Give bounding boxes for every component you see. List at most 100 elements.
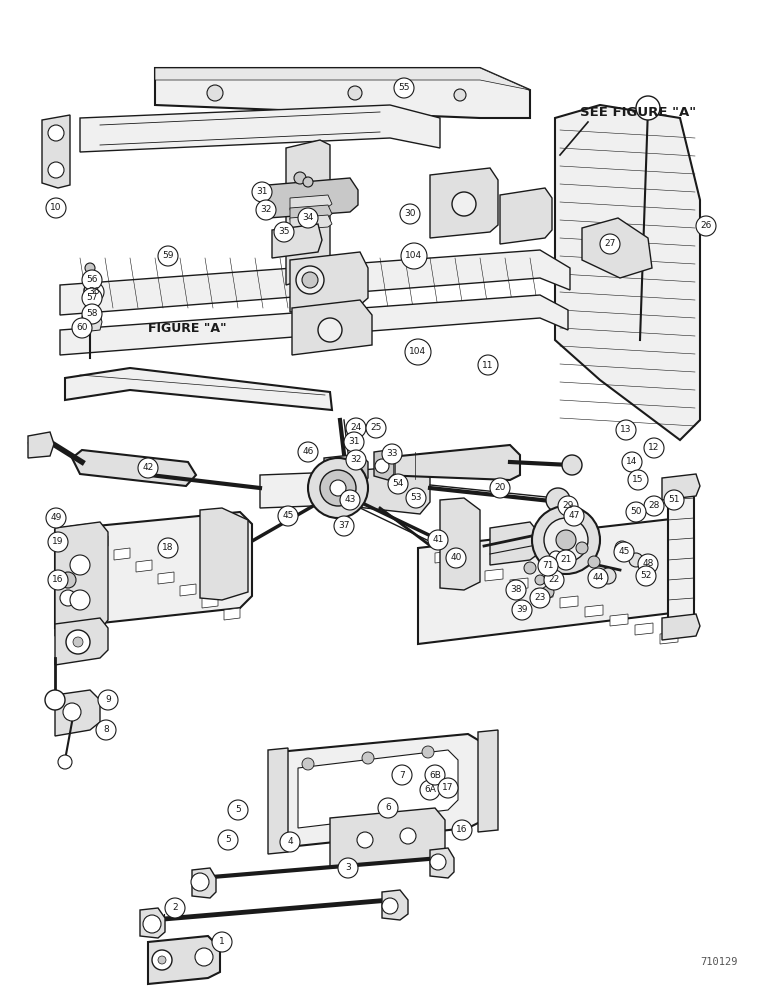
Polygon shape xyxy=(418,518,694,644)
Text: FIGURE "A": FIGURE "A" xyxy=(148,322,227,334)
Text: 24: 24 xyxy=(350,424,361,432)
Circle shape xyxy=(218,830,238,850)
Text: 12: 12 xyxy=(648,444,660,452)
Polygon shape xyxy=(585,605,603,617)
Circle shape xyxy=(274,222,294,242)
Circle shape xyxy=(644,496,664,516)
Circle shape xyxy=(294,172,306,184)
Polygon shape xyxy=(535,587,553,599)
Text: 14: 14 xyxy=(626,458,638,466)
Polygon shape xyxy=(662,614,700,640)
Circle shape xyxy=(558,496,578,516)
Circle shape xyxy=(165,898,185,918)
Polygon shape xyxy=(610,614,628,626)
Circle shape xyxy=(378,798,398,818)
Circle shape xyxy=(152,950,172,970)
Circle shape xyxy=(357,832,373,848)
Circle shape xyxy=(452,820,472,840)
Circle shape xyxy=(542,586,554,598)
Circle shape xyxy=(438,778,458,798)
Text: 11: 11 xyxy=(482,360,494,369)
Polygon shape xyxy=(440,498,480,590)
Polygon shape xyxy=(560,596,578,608)
Text: 104: 104 xyxy=(405,251,422,260)
Polygon shape xyxy=(490,522,538,565)
Circle shape xyxy=(549,551,563,565)
Text: 51: 51 xyxy=(669,495,680,504)
Text: 52: 52 xyxy=(640,572,652,580)
Polygon shape xyxy=(290,195,332,210)
Polygon shape xyxy=(42,115,70,188)
Text: SEE FIGURE "A": SEE FIGURE "A" xyxy=(580,105,696,118)
Text: 46: 46 xyxy=(303,448,313,456)
Text: 35: 35 xyxy=(278,228,290,236)
Circle shape xyxy=(82,288,102,308)
Circle shape xyxy=(388,474,408,494)
Polygon shape xyxy=(192,868,216,898)
Circle shape xyxy=(346,418,366,438)
Text: 6: 6 xyxy=(385,804,391,812)
Polygon shape xyxy=(272,224,322,258)
Polygon shape xyxy=(136,560,152,572)
Circle shape xyxy=(556,550,576,570)
Text: 13: 13 xyxy=(620,426,631,434)
Text: 28: 28 xyxy=(648,502,660,510)
Text: 32: 32 xyxy=(350,456,362,464)
Text: 104: 104 xyxy=(409,348,427,357)
Circle shape xyxy=(346,450,366,470)
Polygon shape xyxy=(180,584,196,596)
Text: 16: 16 xyxy=(456,826,468,834)
Text: 53: 53 xyxy=(410,493,422,502)
Circle shape xyxy=(556,530,576,550)
Circle shape xyxy=(46,198,66,218)
Circle shape xyxy=(338,858,358,878)
Text: 5: 5 xyxy=(225,836,231,844)
Circle shape xyxy=(490,478,510,498)
Circle shape xyxy=(158,538,178,558)
Circle shape xyxy=(382,444,402,464)
Circle shape xyxy=(85,263,95,273)
Polygon shape xyxy=(382,890,408,920)
Circle shape xyxy=(616,420,636,440)
Polygon shape xyxy=(324,454,368,484)
Text: 10: 10 xyxy=(50,204,62,213)
Text: 5: 5 xyxy=(235,806,241,814)
Text: 45: 45 xyxy=(283,512,293,520)
Circle shape xyxy=(70,590,90,610)
Text: 1: 1 xyxy=(219,938,225,946)
Polygon shape xyxy=(200,508,248,600)
Circle shape xyxy=(334,516,354,536)
Polygon shape xyxy=(65,368,332,410)
Circle shape xyxy=(256,200,276,220)
Circle shape xyxy=(280,832,300,852)
Polygon shape xyxy=(660,632,678,644)
Polygon shape xyxy=(28,432,54,458)
Circle shape xyxy=(532,506,600,574)
Circle shape xyxy=(60,590,76,606)
Polygon shape xyxy=(338,465,430,514)
Polygon shape xyxy=(155,68,530,118)
Text: 71: 71 xyxy=(542,562,554,570)
Text: 15: 15 xyxy=(632,476,644,485)
Circle shape xyxy=(636,96,660,120)
Polygon shape xyxy=(460,560,478,572)
Circle shape xyxy=(143,915,161,933)
Text: 26: 26 xyxy=(700,222,712,231)
Circle shape xyxy=(195,948,213,966)
Polygon shape xyxy=(330,808,445,868)
Text: 25: 25 xyxy=(371,424,381,432)
Polygon shape xyxy=(435,551,453,563)
Circle shape xyxy=(212,932,232,952)
Polygon shape xyxy=(290,252,368,312)
Text: 30: 30 xyxy=(405,210,416,219)
Polygon shape xyxy=(510,578,528,590)
Text: 710129: 710129 xyxy=(700,957,737,967)
Text: 58: 58 xyxy=(86,310,98,318)
Polygon shape xyxy=(290,215,332,230)
Polygon shape xyxy=(140,908,165,938)
Circle shape xyxy=(191,873,209,891)
Circle shape xyxy=(72,318,92,338)
Circle shape xyxy=(66,630,90,654)
Polygon shape xyxy=(485,569,503,581)
Text: 6A: 6A xyxy=(424,786,436,794)
